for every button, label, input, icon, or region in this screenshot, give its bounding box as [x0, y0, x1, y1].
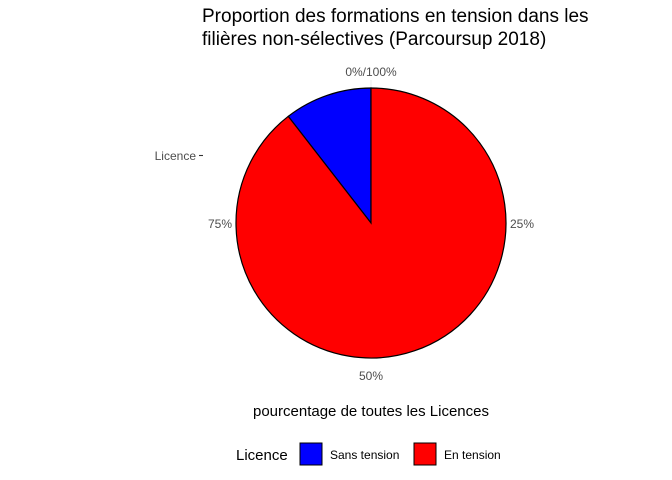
legend-swatch-en-tension: [413, 442, 437, 466]
category-axis-label: Licence: [155, 149, 197, 163]
legend: Licence Sans tension En tension: [236, 442, 501, 466]
angle-tick-75: 75%: [208, 217, 232, 231]
legend-title: Licence: [236, 447, 288, 464]
pie-slice-sans-tension: [287, 87, 372, 225]
pie-slice-en-tension: [235, 87, 507, 359]
pie-slices: [235, 87, 507, 359]
angle-tick-0: 0%/100%: [345, 65, 397, 79]
legend-label-sans-tension: Sans tension: [330, 448, 399, 462]
angle-tick-25: 25%: [510, 217, 534, 231]
legend-swatch-sans-tension: [299, 442, 323, 466]
x-axis-title: pourcentage de toutes les Licences: [253, 403, 489, 420]
legend-label-en-tension: En tension: [444, 448, 501, 462]
chart-title-line-1: Proportion des formations en tension dan…: [202, 6, 589, 27]
angle-tick-50: 50%: [359, 369, 383, 383]
chart-title-line-2: filières non-sélectives (Parcoursup 2018…: [202, 29, 546, 50]
